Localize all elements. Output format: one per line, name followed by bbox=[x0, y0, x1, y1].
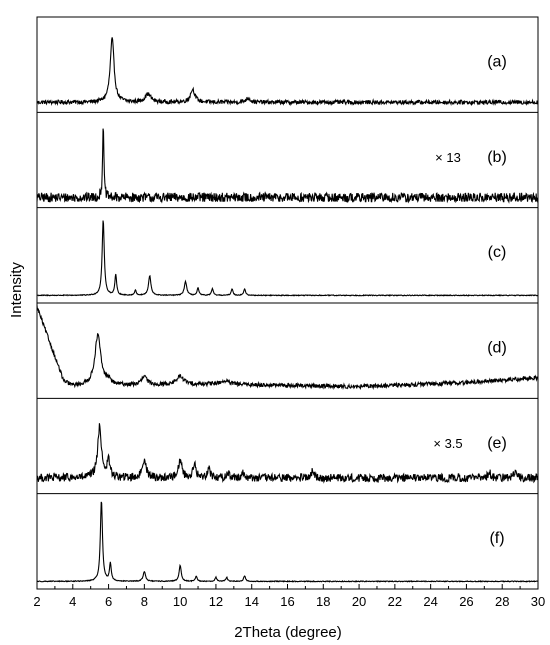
series-label-6: (f) bbox=[489, 530, 504, 547]
series-label-2: (b) bbox=[487, 149, 507, 166]
x-tick-label: 4 bbox=[69, 594, 76, 609]
x-tick-label: 12 bbox=[209, 594, 223, 609]
scale-label-2: × 13 bbox=[435, 150, 461, 165]
x-axis-title: 2Theta (degree) bbox=[234, 624, 342, 641]
x-tick-label: 10 bbox=[173, 594, 187, 609]
y-axis-title: Intensity bbox=[8, 262, 25, 318]
series-label-3: (c) bbox=[488, 244, 507, 261]
x-tick-label: 18 bbox=[316, 594, 330, 609]
series-line-2 bbox=[36, 128, 539, 204]
x-tick-label: 28 bbox=[495, 594, 509, 609]
x-tick-label: 26 bbox=[459, 594, 473, 609]
series-line-1 bbox=[36, 37, 539, 107]
x-tick-label: 24 bbox=[423, 594, 437, 609]
x-axis: 2 4 6 8 10 12 14 16 18 20 22 24 26 28 30 bbox=[33, 584, 545, 609]
chart-curves bbox=[36, 37, 539, 583]
series-line-5 bbox=[36, 423, 539, 484]
x-tick-label: 8 bbox=[141, 594, 148, 609]
x-tick-label: 6 bbox=[105, 594, 112, 609]
series-label-1: (a) bbox=[487, 54, 507, 71]
chart-series-labels: (a) (b) × 13 (c) (d) (e) × 3.5 (f) bbox=[433, 54, 506, 548]
series-line-6 bbox=[36, 501, 539, 583]
x-tick-label: 22 bbox=[388, 594, 402, 609]
scale-label-5: × 3.5 bbox=[433, 436, 462, 451]
x-tick-label: 16 bbox=[280, 594, 294, 609]
series-line-3 bbox=[36, 220, 539, 297]
x-tick-label: 30 bbox=[531, 594, 545, 609]
x-tick-label: 14 bbox=[244, 594, 258, 609]
series-line-4 bbox=[36, 305, 539, 391]
series-label-4: (d) bbox=[487, 340, 507, 357]
x-tick-label: 2 bbox=[33, 594, 40, 609]
series-label-5: (e) bbox=[487, 435, 507, 452]
x-tick-label: 20 bbox=[352, 594, 366, 609]
